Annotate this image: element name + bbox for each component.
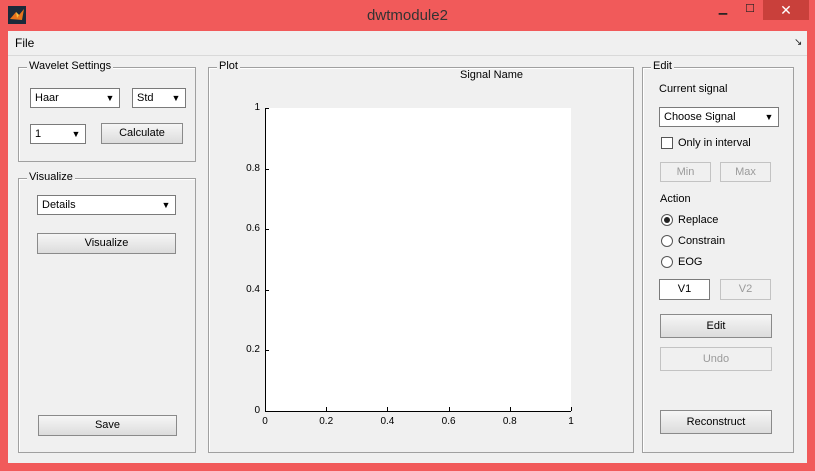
constrain-label: Constrain — [678, 235, 726, 247]
x-tick — [387, 407, 389, 411]
plot-panel: Plot — [208, 60, 634, 453]
y-tick-label: 0.6 — [246, 223, 260, 235]
chevron-down-icon: ▼ — [71, 129, 81, 139]
visualize-select[interactable]: Details ▼ — [37, 195, 176, 215]
level-select[interactable]: 1 ▼ — [30, 124, 86, 144]
y-axis — [265, 108, 266, 412]
plot-area — [265, 108, 571, 412]
y-tick-label: 0.8 — [246, 162, 260, 174]
x-tick — [509, 407, 511, 411]
chevron-down-icon: ▼ — [764, 112, 774, 122]
chevron-down-icon: ▼ — [161, 200, 171, 210]
chevron-down-icon: ▼ — [171, 93, 181, 103]
max-button[interactable]: Max — [720, 162, 771, 182]
y-tick — [265, 229, 269, 231]
only-interval-checkbox[interactable] — [661, 137, 673, 149]
x-tick-label: 0.8 — [502, 416, 517, 427]
mode-select-value: Std — [137, 92, 154, 104]
save-button[interactable]: Save — [38, 415, 177, 436]
replace-radio[interactable] — [661, 214, 673, 226]
reconstruct-button[interactable]: Reconstruct — [660, 410, 772, 434]
action-label: Action — [660, 193, 691, 205]
eog-radio[interactable] — [661, 256, 673, 268]
y-tick — [265, 289, 269, 291]
x-tick-label: 0.4 — [380, 416, 395, 427]
level-select-value: 1 — [35, 128, 42, 140]
menu-file[interactable]: File — [15, 36, 35, 50]
y-tick — [265, 168, 269, 170]
wavelet-settings-title: Wavelet Settings — [27, 60, 114, 72]
v1-field[interactable]: V1 — [659, 279, 710, 300]
x-tick-label: 0 — [262, 416, 268, 427]
x-tick — [326, 407, 328, 411]
y-tick-label: 1 — [254, 102, 260, 113]
signal-name-title: Signal Name — [460, 69, 523, 81]
calculate-button[interactable]: Calculate — [101, 123, 183, 144]
v2-button[interactable]: V2 — [720, 279, 771, 300]
wavelet-select-value: Haar — [35, 92, 59, 104]
window-title: dwtmodule2 — [367, 7, 448, 24]
x-axis — [265, 411, 571, 412]
visualize-select-value: Details — [42, 199, 76, 211]
close-button[interactable]: ✕ — [763, 0, 809, 20]
wavelet-settings-panel: Wavelet Settings Haar ▼ Std ▼ 1 ▼ Calcul… — [18, 60, 196, 162]
x-tick — [571, 407, 572, 411]
chevron-down-icon: ▼ — [105, 93, 115, 103]
y-tick-label: 0 — [254, 405, 260, 416]
current-signal-label: Current signal — [659, 83, 728, 95]
x-tick — [265, 407, 266, 411]
wavelet-select[interactable]: Haar ▼ — [30, 88, 120, 108]
edit-panel: Edit Current signal Choose Signal ▼ Only… — [642, 60, 794, 453]
signal-select-value: Choose Signal — [664, 111, 736, 123]
visualize-panel: Visualize Details ▼ Visualize Save — [18, 171, 196, 453]
title-bar: dwtmodule2 ▁ ☐ ✕ — [0, 0, 815, 31]
minimize-button[interactable]: ▁ — [718, 3, 728, 15]
visualize-title: Visualize — [27, 171, 75, 183]
replace-label: Replace — [678, 214, 719, 226]
y-tick-label: 0.2 — [246, 344, 260, 356]
only-interval-label: Only in interval — [678, 137, 751, 149]
min-button[interactable]: Min — [660, 162, 711, 182]
client-area: File ↘ Wavelet Settings Haar ▼ Std ▼ 1 ▼… — [8, 31, 807, 463]
y-tick — [265, 411, 269, 412]
edit-title: Edit — [651, 60, 674, 72]
matlab-icon — [8, 6, 26, 24]
undo-button[interactable]: Undo — [660, 347, 772, 371]
menu-bar: File ↘ — [8, 31, 807, 56]
signal-select[interactable]: Choose Signal ▼ — [659, 107, 779, 127]
y-tick — [265, 108, 269, 109]
x-tick — [448, 407, 450, 411]
y-tick-label: 0.4 — [246, 283, 260, 295]
visualize-button[interactable]: Visualize — [37, 233, 176, 254]
dock-arrow-icon[interactable]: ↘ — [794, 37, 803, 48]
maximize-button[interactable]: ☐ — [745, 3, 755, 15]
mode-select[interactable]: Std ▼ — [132, 88, 186, 108]
x-tick-label: 0.6 — [441, 416, 456, 427]
eog-label: EOG — [678, 256, 703, 268]
radio-selected-dot — [664, 217, 670, 223]
edit-button[interactable]: Edit — [660, 314, 772, 338]
plot-title: Plot — [217, 60, 240, 72]
x-tick-label: 0.2 — [319, 416, 334, 427]
x-tick-label: 1 — [568, 416, 574, 427]
y-tick — [265, 350, 269, 352]
constrain-radio[interactable] — [661, 235, 673, 247]
